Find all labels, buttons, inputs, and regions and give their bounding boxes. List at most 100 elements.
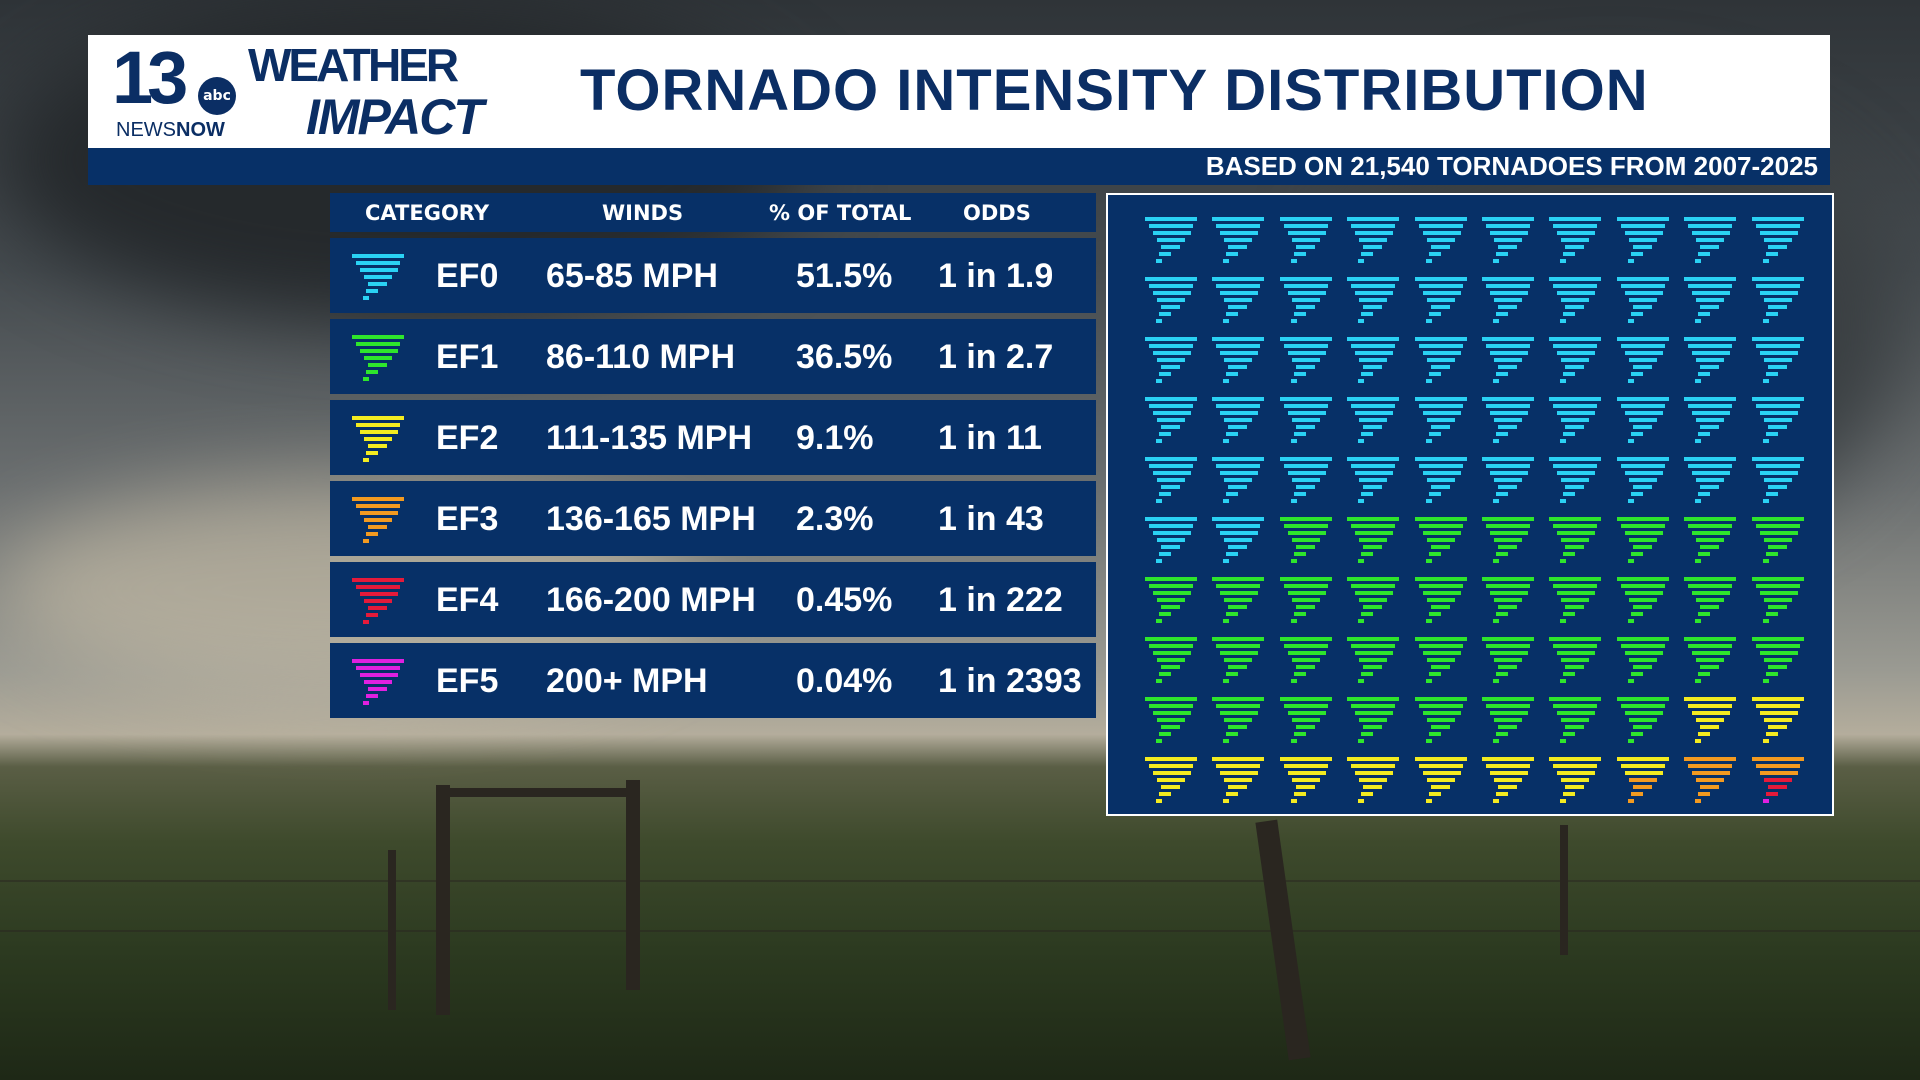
tornado-bar — [1426, 778, 1455, 782]
tornado-bar — [1765, 612, 1778, 616]
tornado-bar — [1565, 665, 1585, 669]
tornado-bar — [1496, 312, 1508, 316]
tornado-bar — [1157, 478, 1185, 482]
category-cell: EF0 — [436, 257, 499, 295]
tornado-bar — [1145, 517, 1197, 521]
tornado-bar — [1347, 697, 1400, 701]
tornado-bar — [1361, 672, 1374, 676]
tornado-bar — [1355, 411, 1394, 415]
header-percent: % OF TOTAL — [769, 201, 912, 225]
tornado-bar — [1616, 637, 1669, 641]
tornado-bar — [1223, 259, 1230, 263]
tornado-bar — [1283, 224, 1328, 228]
waffle-tornado-mark — [1549, 637, 1603, 685]
tornado-icon — [352, 659, 406, 707]
waffle-tornado-mark — [1616, 697, 1671, 745]
tornado-bar — [1700, 665, 1720, 669]
tornado-bar — [1490, 411, 1528, 415]
tornado-bar — [1157, 358, 1185, 362]
waffle-tornado-mark — [1279, 577, 1334, 625]
tornado-bar — [1355, 711, 1394, 715]
tornado-bar — [366, 289, 378, 293]
tornado-bar — [1695, 619, 1702, 623]
tornado-bar — [1159, 492, 1171, 496]
waffle-tornado-mark — [1616, 457, 1671, 505]
tornado-bar — [1145, 277, 1197, 281]
tornado-bar — [1216, 284, 1261, 288]
tornado-bar — [1361, 432, 1374, 436]
tornado-bar — [1295, 665, 1315, 669]
fence-wire — [0, 930, 1920, 932]
tornado-bar — [1628, 718, 1657, 722]
logo-impact: IMPACT — [306, 89, 484, 145]
tornado-bar — [1157, 418, 1185, 422]
waffle-tornado-mark — [1482, 577, 1536, 625]
tornado-bar — [1355, 591, 1394, 595]
tornado-icon — [352, 416, 406, 464]
tornado-bar — [1557, 231, 1596, 235]
tornado-bar — [1498, 485, 1517, 489]
tornado-bar — [1493, 319, 1499, 323]
tornado-bar — [1291, 418, 1320, 422]
tornado-bar — [1216, 464, 1261, 468]
tornado-bar — [1698, 612, 1711, 616]
tornado-bar — [1695, 379, 1702, 383]
tornado-bar — [1557, 291, 1596, 295]
tornado-bar — [1767, 425, 1787, 429]
tornado-bar — [1688, 764, 1733, 768]
tornado-bar — [1498, 785, 1517, 789]
tornado-bar — [1351, 584, 1396, 588]
tornado-bar — [1228, 545, 1248, 549]
tornado-bar — [1624, 411, 1663, 415]
tornado-bar — [1698, 432, 1711, 436]
tornado-bar — [1560, 319, 1567, 323]
header-banner: 13 abc NEWSNOW WEATHER IMPACT TORNADO IN… — [88, 35, 1830, 148]
tornado-bar — [1414, 457, 1467, 461]
tornado-bar — [1224, 718, 1253, 722]
tornado-bar — [1696, 778, 1725, 782]
tornado-bar — [1496, 732, 1508, 736]
tornado-bar — [1482, 637, 1534, 641]
tornado-bar — [1279, 337, 1332, 341]
tornado-bar — [1696, 598, 1725, 602]
waffle-tornado-mark — [1212, 697, 1266, 745]
tornado-bar — [1226, 492, 1239, 496]
tornado-bar — [1494, 418, 1522, 422]
abc-logo: abc — [198, 77, 236, 115]
tornado-bar — [1290, 739, 1297, 743]
tornado-bar — [1425, 439, 1432, 443]
tornado-bar — [1632, 725, 1652, 729]
tornado-bar — [1428, 492, 1441, 496]
tornado-bar — [1149, 464, 1193, 468]
tornado-bar — [1422, 591, 1461, 595]
tornado-bar — [1557, 411, 1596, 415]
tornado-bar — [1765, 732, 1778, 736]
tornado-bar — [1363, 305, 1383, 309]
tornado-bar — [1698, 252, 1711, 256]
percent-cell: 51.5% — [796, 257, 893, 295]
waffle-tornado-mark — [1684, 277, 1738, 325]
tornado-bar — [1616, 457, 1669, 461]
tornado-bar — [1700, 785, 1720, 789]
tornado-bar — [1425, 679, 1432, 683]
tornado-bar — [1287, 351, 1326, 355]
waffle-tornado-mark — [1414, 337, 1469, 385]
waffle-tornado-mark — [1212, 517, 1266, 565]
tornado-bar — [1565, 545, 1585, 549]
tornado-bar — [1159, 552, 1171, 556]
tornado-bar — [368, 363, 387, 367]
tornado-bar — [1498, 425, 1517, 429]
waffle-tornado-mark — [1347, 517, 1401, 565]
tornado-bar — [1688, 644, 1733, 648]
tornado-bar — [1763, 418, 1792, 422]
percent-cell: 36.5% — [796, 338, 893, 376]
tornado-bar — [1156, 679, 1162, 683]
tornado-bar — [1430, 485, 1450, 489]
tornado-bar — [1498, 725, 1517, 729]
tornado-bar — [1490, 591, 1528, 595]
tornado-bar — [1692, 351, 1731, 355]
tornado-bar — [1228, 485, 1248, 489]
odds-cell: 1 in 2393 — [938, 662, 1082, 700]
tornado-bar — [1358, 439, 1365, 443]
tornado-bar — [1351, 344, 1396, 348]
